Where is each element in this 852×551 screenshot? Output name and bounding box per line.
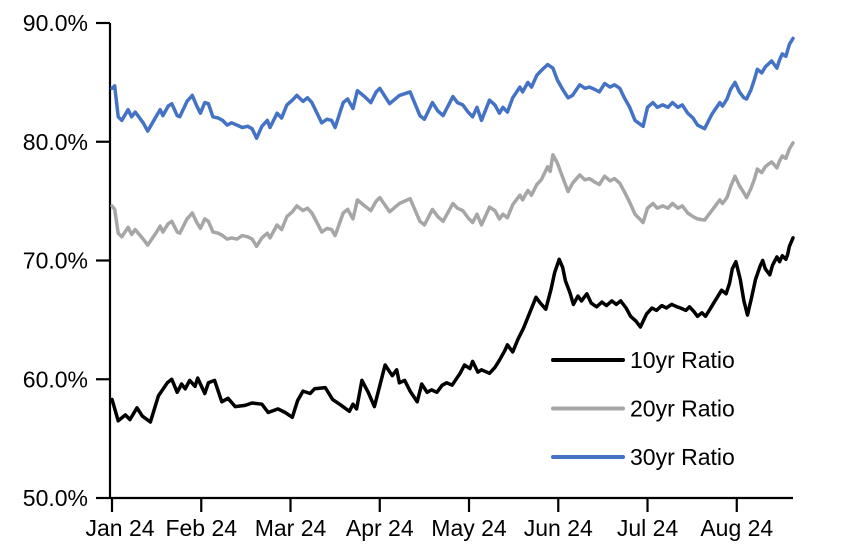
x-tick-label: May 24	[431, 515, 507, 541]
legend: 10yr Ratio 20yr Ratio 30yr Ratio	[551, 347, 735, 470]
legend-label: 20yr Ratio	[630, 396, 735, 422]
y-tick-label: 80.0%	[23, 129, 88, 155]
x-tick-label: Jul 24	[617, 515, 679, 541]
x-tick-label: Jan 24	[85, 515, 154, 541]
y-tick-label: 60.0%	[23, 366, 88, 392]
x-tick-label: Apr 24	[346, 515, 414, 541]
x-tick-label: Feb 24	[165, 515, 237, 541]
series-line-10yr	[110, 236, 795, 424]
legend-label: 30yr Ratio	[630, 444, 735, 470]
series-lines	[110, 36, 795, 424]
y-tick-label: 70.0%	[23, 248, 88, 274]
legend-label: 10yr Ratio	[630, 347, 735, 373]
series-line-20yr	[110, 141, 795, 249]
y-tick-label: 50.0%	[23, 485, 88, 511]
x-tick-label: Mar 24	[255, 515, 327, 541]
y-axis-ticks: 50.0% 60.0% 70.0% 80.0% 90.0%	[23, 10, 110, 511]
axes	[108, 23, 793, 500]
y-tick-label: 90.0%	[23, 10, 88, 36]
x-tick-label: Jun 24	[524, 515, 593, 541]
x-tick-label: Aug 24	[700, 515, 773, 541]
x-axis-ticks: Jan 24 Feb 24 Mar 24 Apr 24 May 24 Jun 24 Jul …	[85, 498, 773, 541]
series-line-30yr	[110, 36, 795, 140]
